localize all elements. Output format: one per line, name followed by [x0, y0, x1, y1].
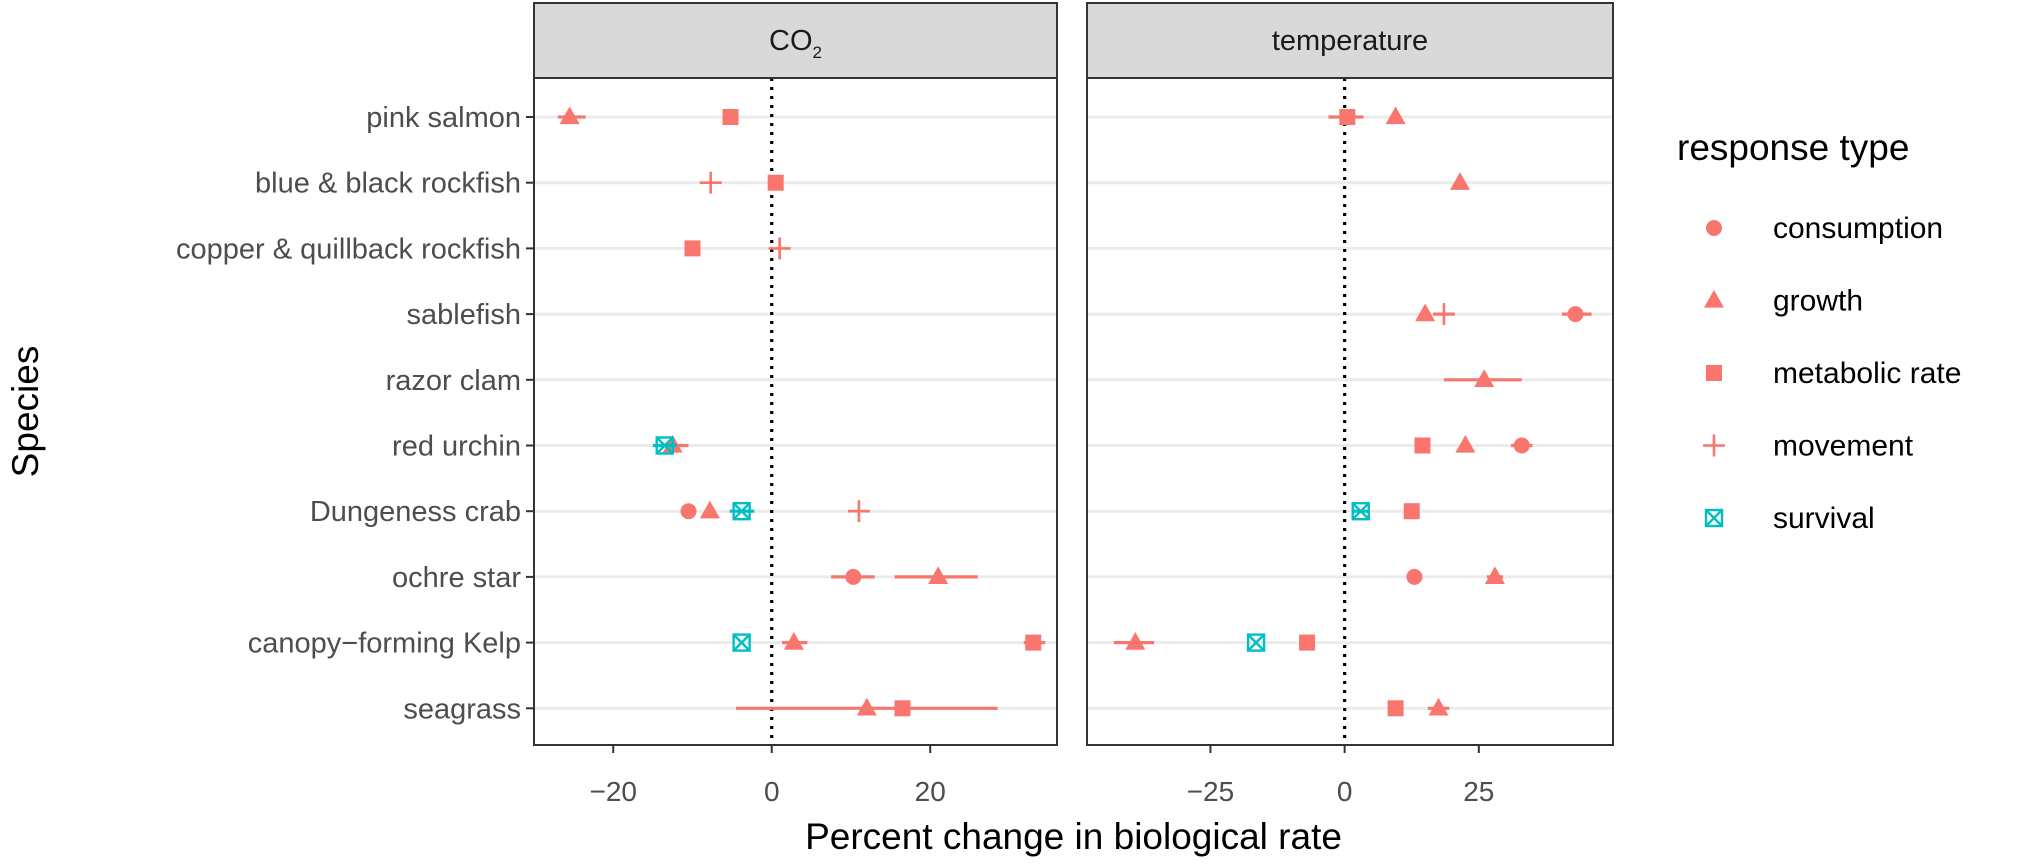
point-blue-black-rockfish-metabolic-rate — [767, 174, 784, 191]
y-tick-label-blue-black-rockfish: blue & black rockfish — [255, 168, 521, 200]
point-canopy-forming-kelp-survival-box — [732, 633, 751, 652]
point-canopy-forming-kelp-survival — [732, 633, 751, 652]
x-tick-label: −20 — [589, 776, 637, 807]
point-dungeness-crab-growth — [699, 500, 720, 519]
legend-key-survival-d2 — [1705, 509, 1723, 527]
panel-border — [1086, 77, 1614, 746]
y-axis-title: Species — [5, 346, 46, 478]
point-ochre-star-growth — [1484, 566, 1505, 585]
point-pink-salmon-growth — [1385, 106, 1406, 125]
point-dungeness-crab-survival-d2 — [1351, 502, 1370, 521]
panel-border — [533, 77, 1058, 746]
point-red-urchin-survival-d2 — [655, 436, 674, 455]
point-red-urchin-survival — [655, 436, 674, 455]
point-red-urchin-growth — [1455, 434, 1476, 453]
point-ochre-star-consumption — [845, 568, 862, 585]
point-copper-quillback-rockfish-movement — [768, 237, 791, 260]
point-canopy-forming-kelp-metabolic-rate — [1025, 634, 1042, 651]
point-canopy-forming-kelp-growth — [1125, 632, 1146, 650]
x-tick-label: −25 — [1187, 776, 1235, 807]
y-tick-label-dungeness-crab: Dungeness crab — [310, 496, 521, 528]
strip-main-text: CO — [769, 25, 813, 57]
legend: response type consumption growth metabolic … — [1677, 127, 1961, 535]
point-seagrass-growth — [1428, 697, 1449, 716]
point-dungeness-crab-survival-box — [1351, 502, 1370, 521]
point-razor-clam-growth — [1474, 369, 1495, 387]
legend-key-metabolic-rate — [1706, 365, 1722, 381]
y-tick-label-pink-salmon: pink salmon — [366, 102, 521, 134]
point-pink-salmon-metabolic-rate — [1339, 109, 1356, 125]
point-blue-black-rockfish-growth — [1450, 172, 1471, 190]
legend-label-metabolic-rate: metabolic rate — [1773, 357, 1961, 390]
point-dungeness-crab-movement — [847, 500, 870, 523]
x-tick-label: 20 — [915, 776, 946, 807]
point-ochre-star-consumption — [1406, 568, 1423, 585]
legend-title: response type — [1677, 127, 1909, 168]
legend-key-movement — [1703, 434, 1725, 457]
point-red-urchin-survival-box — [655, 436, 674, 455]
strip-main-text: temperature — [1272, 25, 1428, 57]
y-tick-label-canopy-forming-kelp: canopy−forming Kelp — [248, 628, 521, 660]
facet-strip-label: CO2 — [769, 25, 822, 62]
point-canopy-forming-kelp-metabolic-rate — [1299, 634, 1316, 651]
facet-strip-label: temperature — [1272, 25, 1428, 57]
legend-label-movement: movement — [1773, 430, 1914, 463]
legend-label-growth: growth — [1773, 285, 1863, 318]
panel-temperature: temperature −25 0 25 — [1086, 2, 1614, 807]
legend-key-survival-box — [1704, 508, 1724, 528]
point-dungeness-crab-consumption — [680, 503, 697, 520]
point-canopy-forming-kelp-survival-d2 — [732, 633, 751, 652]
panel-co: CO2 −20 0 20 — [533, 2, 1058, 807]
point-copper-quillback-rockfish-metabolic-rate — [684, 240, 701, 257]
point-pink-salmon-metabolic-rate — [722, 109, 739, 125]
x-tick-label: 25 — [1463, 776, 1494, 807]
x-tick-label: 0 — [1337, 776, 1353, 807]
point-dungeness-crab-survival-d2 — [732, 502, 751, 521]
point-dungeness-crab-survival — [1351, 502, 1370, 521]
y-tick-label-seagrass: seagrass — [403, 693, 521, 725]
point-pink-salmon-growth — [559, 106, 580, 125]
point-canopy-forming-kelp-survival-box — [1246, 633, 1266, 652]
legend-key-consumption — [1706, 220, 1722, 236]
point-seagrass-growth — [856, 697, 877, 716]
point-dungeness-crab-metabolic-rate — [1403, 503, 1420, 520]
y-tick-label-copper-quillback-rockfish: copper & quillback rockfish — [176, 233, 521, 265]
point-seagrass-metabolic-rate — [894, 700, 911, 717]
legend-key-growth — [1704, 289, 1724, 308]
point-canopy-forming-kelp-growth — [783, 632, 804, 650]
y-tick-label-ochre-star: ochre star — [392, 562, 521, 594]
point-canopy-forming-kelp-survival — [1246, 633, 1266, 652]
point-seagrass-metabolic-rate — [1387, 700, 1404, 717]
y-tick-label-sablefish: sablefish — [407, 299, 521, 331]
legend-label-survival: survival — [1773, 502, 1875, 535]
point-dungeness-crab-survival — [732, 502, 751, 521]
point-red-urchin-metabolic-rate — [1414, 437, 1431, 454]
point-blue-black-rockfish-movement — [699, 171, 722, 194]
legend-label-consumption: consumption — [1773, 212, 1943, 245]
y-tick-label-red-urchin: red urchin — [392, 431, 521, 463]
facet-strip — [533, 2, 1058, 79]
x-axis-title: Percent change in biological rate — [805, 816, 1342, 857]
point-dungeness-crab-survival-box — [732, 502, 751, 521]
facet-strip — [1086, 2, 1614, 79]
legend-key-survival — [1704, 508, 1724, 528]
point-sablefish-consumption — [1567, 306, 1584, 323]
point-sablefish-growth — [1415, 303, 1436, 322]
y-tick-label-razor-clam: razor clam — [386, 365, 521, 397]
point-sablefish-movement — [1432, 303, 1455, 326]
strip-subscript: 2 — [813, 43, 822, 62]
point-canopy-forming-kelp-survival-d2 — [1247, 633, 1265, 652]
point-red-urchin-consumption — [1513, 437, 1530, 454]
x-tick-label: 0 — [764, 776, 780, 807]
point-ochre-star-growth — [928, 566, 949, 585]
